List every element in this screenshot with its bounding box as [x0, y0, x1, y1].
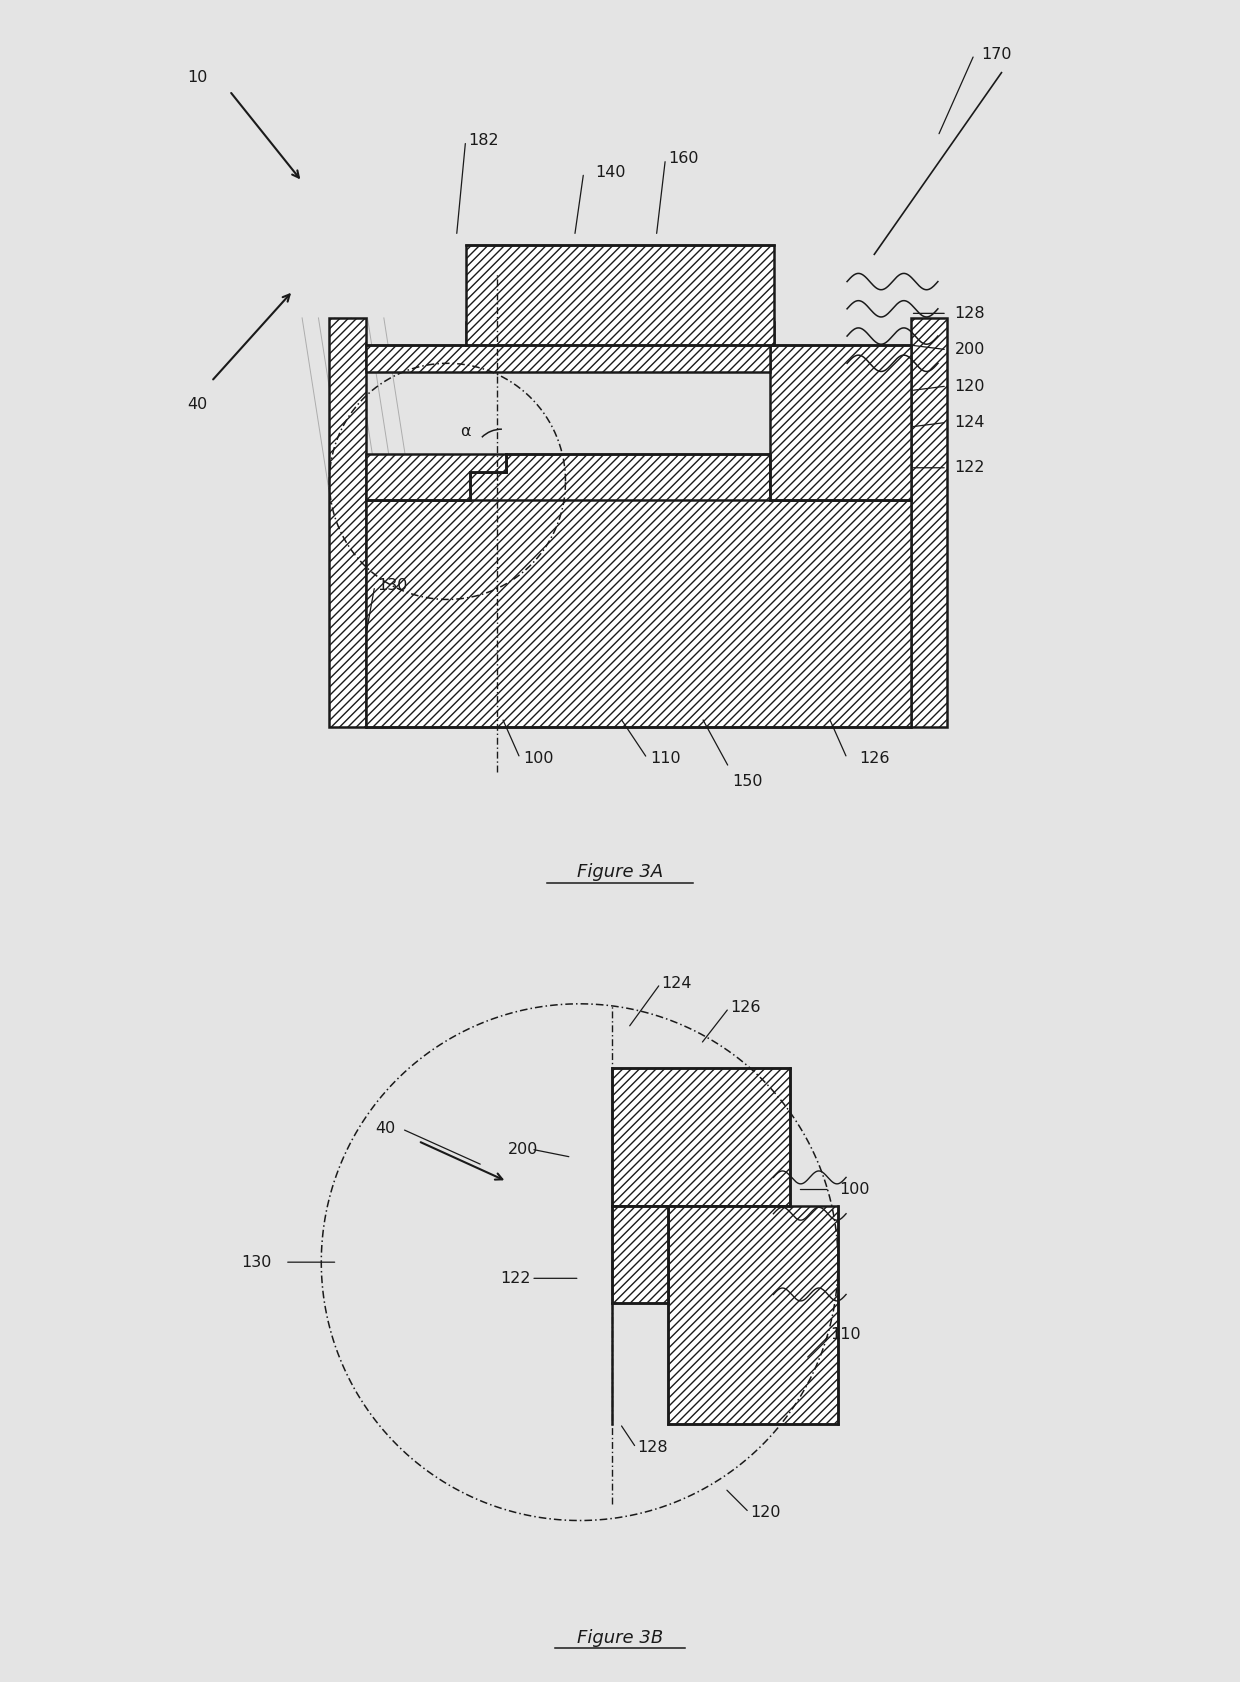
Text: 150: 150 [732, 774, 763, 789]
Text: 124: 124 [955, 415, 985, 431]
Text: 122: 122 [955, 461, 985, 476]
Text: 124: 124 [661, 976, 692, 991]
Text: 170: 170 [982, 47, 1012, 62]
Text: 40: 40 [187, 397, 208, 412]
Text: Figure 3B: Figure 3B [577, 1628, 663, 1647]
PathPatch shape [910, 318, 947, 727]
PathPatch shape [668, 1206, 838, 1423]
PathPatch shape [465, 246, 775, 345]
Text: 122: 122 [500, 1272, 531, 1285]
Text: 200: 200 [508, 1142, 538, 1157]
Text: 128: 128 [637, 1440, 667, 1455]
Text: 100: 100 [523, 750, 553, 765]
Text: 182: 182 [469, 133, 498, 148]
Text: 130: 130 [242, 1255, 272, 1270]
Text: 126: 126 [730, 1001, 760, 1016]
Text: 128: 128 [955, 306, 985, 321]
Text: 120: 120 [750, 1505, 780, 1521]
PathPatch shape [366, 454, 910, 727]
PathPatch shape [330, 318, 366, 727]
Text: Figure 3A: Figure 3A [577, 863, 663, 881]
Text: 10: 10 [187, 69, 208, 84]
PathPatch shape [366, 454, 506, 500]
Text: 110: 110 [831, 1327, 862, 1342]
Text: 120: 120 [955, 378, 985, 394]
PathPatch shape [770, 345, 910, 500]
Text: 126: 126 [859, 750, 889, 765]
Text: 100: 100 [839, 1182, 869, 1198]
Text: 140: 140 [595, 165, 626, 180]
Text: 40: 40 [376, 1122, 396, 1137]
PathPatch shape [611, 1068, 790, 1206]
PathPatch shape [366, 323, 775, 372]
PathPatch shape [611, 1206, 668, 1302]
Text: α: α [460, 424, 471, 439]
Text: 200: 200 [955, 341, 985, 357]
Text: 110: 110 [650, 750, 681, 765]
Text: 130: 130 [378, 579, 408, 594]
Text: 160: 160 [668, 151, 699, 167]
